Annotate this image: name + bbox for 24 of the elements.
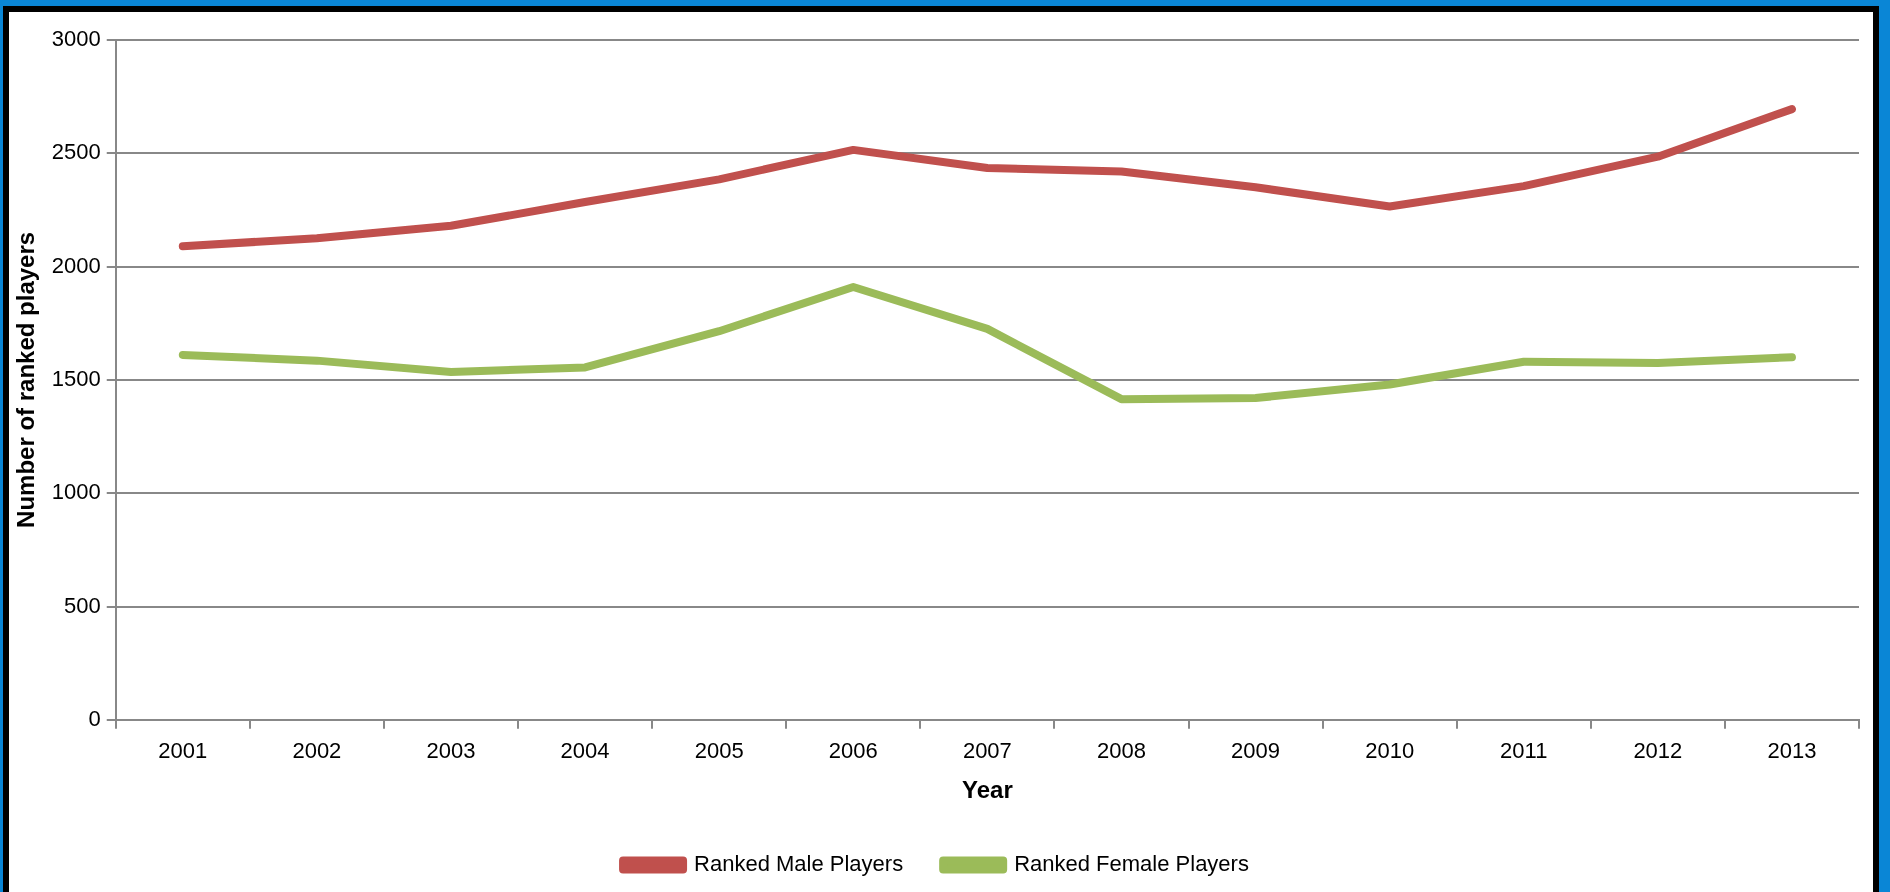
y-tick-label: 2500 (51, 139, 101, 165)
x-tick-label: 2007 (962, 738, 1012, 764)
x-axis-title: Year (962, 776, 1013, 804)
x-tick-label: 2001 (158, 738, 208, 764)
x-tick-label: 2002 (292, 738, 342, 764)
x-tick-label: 2011 (1500, 738, 1548, 764)
legend-label: Ranked Male Players (694, 851, 904, 877)
x-tick-label: 2010 (1365, 738, 1415, 764)
x-tick-label: 2012 (1633, 738, 1683, 764)
x-tick-label: 2004 (560, 738, 610, 764)
y-tick-label: 3000 (51, 26, 101, 52)
x-tick-label: 2013 (1767, 738, 1817, 764)
y-axis-title: Number of ranked players (12, 231, 40, 528)
y-tick-label: 500 (64, 592, 101, 618)
y-tick-label: 0 (88, 705, 101, 731)
x-tick-label: 2008 (1096, 738, 1146, 764)
x-tick-label: 2005 (694, 738, 744, 764)
x-tick-label: 2003 (426, 738, 476, 764)
y-tick-label: 1500 (51, 365, 101, 391)
y-tick-label: 2000 (51, 252, 101, 278)
x-tick-label: 2006 (828, 738, 878, 764)
x-tick-label: 2009 (1231, 738, 1281, 764)
y-tick-label: 1000 (51, 479, 101, 505)
legend-label: Ranked Female Players (1014, 851, 1249, 877)
